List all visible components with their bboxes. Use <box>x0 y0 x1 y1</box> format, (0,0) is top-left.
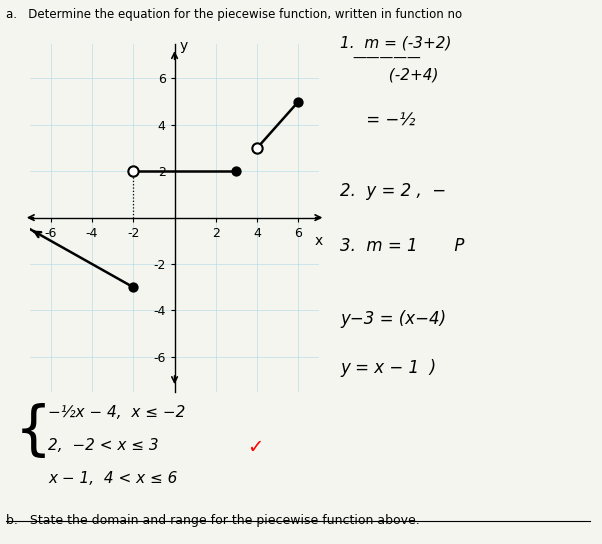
Text: b.   State the domain and range for the piecewise function above.: b. State the domain and range for the pi… <box>6 514 420 527</box>
Text: y = x − 1  ): y = x − 1 ) <box>340 359 436 377</box>
Text: {: { <box>15 403 52 460</box>
Text: —————: ————— <box>352 52 421 66</box>
Text: y: y <box>180 39 188 53</box>
Text: ✓: ✓ <box>247 438 263 457</box>
Text: −½x − 4,  x ≤ −2: −½x − 4, x ≤ −2 <box>48 405 185 421</box>
Text: a.   Determine the equation for the piecewise function, written in function no: a. Determine the equation for the piecew… <box>6 8 462 21</box>
Point <box>128 167 138 176</box>
Text: y−3 = (x−4): y−3 = (x−4) <box>340 310 446 328</box>
Point <box>232 167 241 176</box>
Point <box>252 144 262 152</box>
Text: 2.  y = 2 ,  −: 2. y = 2 , − <box>340 182 446 200</box>
Text: x − 1,  4 < x ≤ 6: x − 1, 4 < x ≤ 6 <box>48 471 178 486</box>
Point <box>294 97 303 106</box>
Text: (-2+4): (-2+4) <box>340 68 439 83</box>
Text: 1.  m = (-3+2): 1. m = (-3+2) <box>340 35 452 51</box>
Text: = −½: = −½ <box>340 112 415 129</box>
Point <box>128 283 138 292</box>
Text: x: x <box>315 234 323 248</box>
Text: 3.  m = 1       P: 3. m = 1 P <box>340 237 465 255</box>
Text: 2,  −2 < x ≤ 3: 2, −2 < x ≤ 3 <box>48 438 159 453</box>
